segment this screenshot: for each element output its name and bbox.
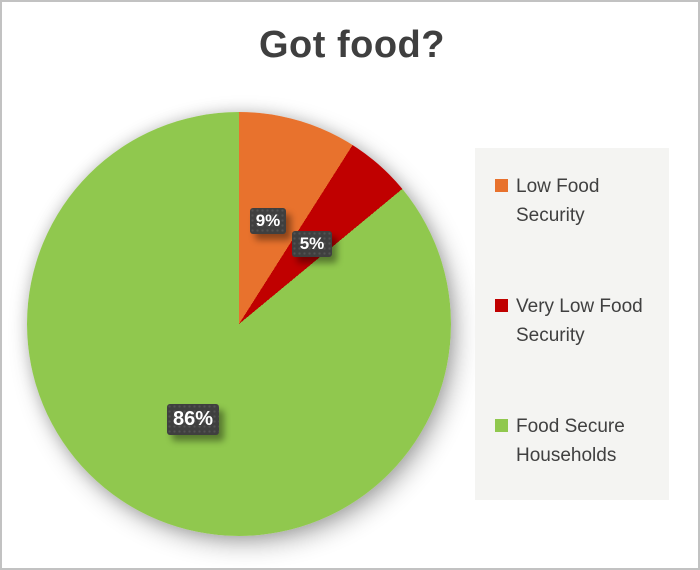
data-label-low-food-security: 9%: [250, 208, 286, 234]
legend: Low Food Security Very Low Food Security…: [475, 148, 669, 500]
legend-item-very-low-food-security: Very Low Food Security: [495, 292, 659, 350]
data-label-very-low-food-security: 5%: [292, 231, 332, 257]
legend-swatch: [495, 419, 508, 432]
legend-label: Food Secure Households: [516, 416, 625, 466]
legend-swatch: [495, 179, 508, 192]
pie-chart: [27, 112, 451, 536]
data-label-food-secure-households: 86%: [167, 404, 219, 435]
legend-label: Low Food Security: [516, 176, 600, 226]
legend-item-low-food-security: Low Food Security: [495, 172, 659, 230]
legend-item-food-secure-households: Food Secure Households: [495, 412, 659, 470]
chart-title: Got food?: [259, 24, 445, 66]
legend-label: Very Low Food Security: [516, 296, 643, 346]
legend-swatch: [495, 299, 508, 312]
